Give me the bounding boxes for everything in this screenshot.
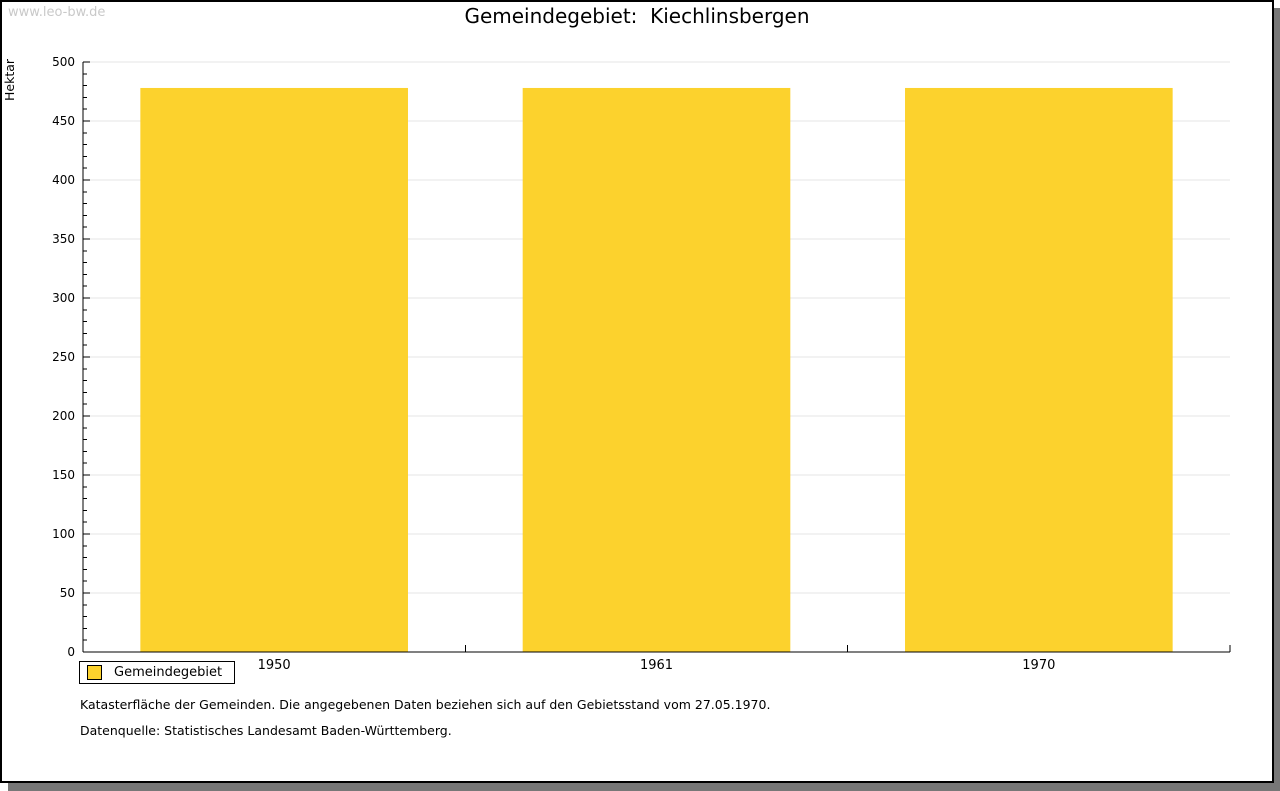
x-tick-label: 1961 bbox=[640, 658, 673, 673]
y-tick-label: 350 bbox=[52, 232, 75, 246]
x-tick-label: 1970 bbox=[1022, 658, 1055, 673]
y-tick-label: 100 bbox=[52, 527, 75, 541]
watermark: www.leo-bw.de bbox=[8, 5, 106, 20]
y-tick-label: 450 bbox=[52, 114, 75, 128]
y-tick-label: 200 bbox=[52, 409, 75, 423]
y-axis-title: Hektar bbox=[2, 58, 17, 101]
bar-1970 bbox=[905, 87, 1173, 652]
x-tick-label: 1950 bbox=[258, 658, 291, 673]
legend-swatch-icon bbox=[87, 665, 102, 680]
legend-label: Gemeindegebiet bbox=[114, 665, 223, 680]
y-tick-label: 500 bbox=[52, 55, 75, 69]
bar-1961 bbox=[522, 87, 791, 652]
y-tick-label: 400 bbox=[52, 173, 75, 187]
bar-chart-plot: 0 50 100 150 200 250 300 350 400 450 500 1950 1961 19… bbox=[2, 55, 1231, 673]
chart-title: Gemeindegebiet: Kiechlinsbergen bbox=[464, 4, 810, 28]
legend-box: Gemeindegebiet bbox=[79, 661, 236, 684]
y-tick-label: 50 bbox=[60, 586, 75, 600]
y-tick-label: 0 bbox=[67, 645, 75, 659]
footnote-gebietsstand: Katasterfläche der Gemeinden. Die angege… bbox=[80, 697, 771, 712]
bar-1950 bbox=[140, 87, 408, 652]
footnote-datenquelle: Datenquelle: Statistisches Landesamt Bad… bbox=[80, 723, 452, 738]
y-tick-label: 300 bbox=[52, 291, 75, 305]
y-tick-label: 150 bbox=[52, 468, 75, 482]
y-tick-label: 250 bbox=[52, 350, 75, 364]
